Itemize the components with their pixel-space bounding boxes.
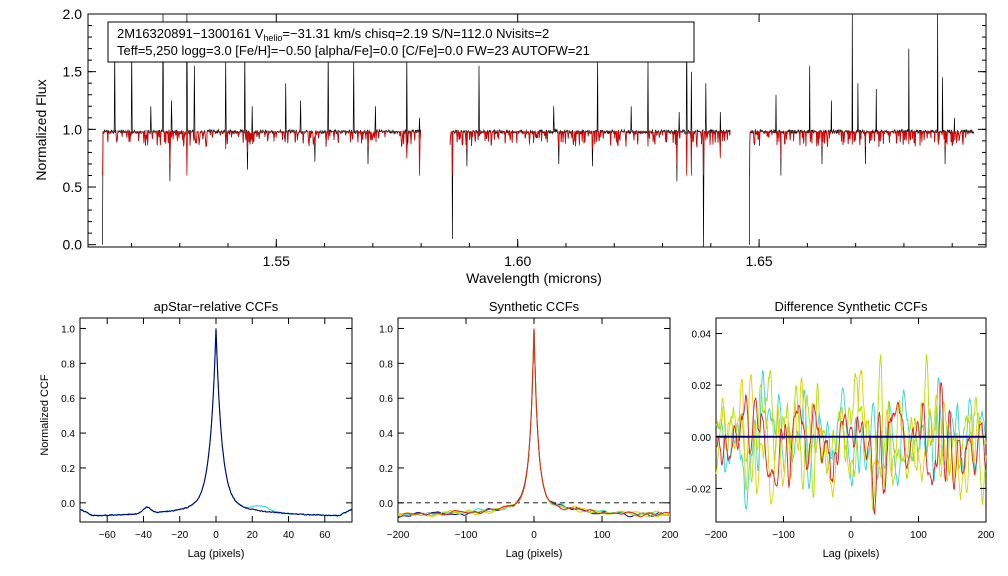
ccf1-x-tick-label: 0 (213, 530, 219, 541)
ccf2-series-line (398, 328, 671, 518)
ccf3-x-tick-label: 100 (910, 530, 927, 541)
spectrum-annotation-box (107, 21, 695, 63)
ccf1-x-tick-label: −40 (135, 530, 152, 541)
spectrum-y-tick-label: 0.0 (63, 237, 83, 253)
ccf3-y-tick-label: 0.02 (692, 381, 712, 392)
ccf-panel-difference: Difference Synthetic CCFs −200 −100 0 100 20… (686, 299, 995, 560)
spectrum-x-tick-label: 1.55 (263, 253, 290, 269)
ccf3-x-tick-label: 0 (848, 530, 854, 541)
ccf3-series (715, 354, 987, 515)
ccf3-x-axis-label: Lag (pixels) (823, 548, 880, 560)
ccf-panel-apstar: apStar−relative CCFs −60 −40 −20 0 20 40 60 0.0… (39, 299, 353, 560)
ccf2-axes: −200 −100 0 100 200 0.0 0.2 0.4 0.6 0.8 1.0 (379, 318, 679, 541)
ccf3-y-tick-label: −0.02 (686, 484, 712, 495)
spectrum-y-tick-label: 2.0 (63, 6, 83, 22)
ccf2-series-line (398, 328, 671, 518)
ccf1-x-tick-label: −60 (99, 530, 116, 541)
ccf2-x-tick-label: 200 (662, 530, 679, 541)
ccf1-x-tick-label: −20 (171, 530, 188, 541)
ccf2-y-tick-label: 0.4 (379, 429, 393, 440)
ccf1-plot-frame (79, 317, 353, 523)
ccf2-y-tick-label: 0.6 (379, 394, 393, 405)
ccf1-title: apStar−relative CCFs (154, 299, 279, 314)
ccf3-x-tick-label: −100 (772, 530, 795, 541)
spectrum-model-line (449, 130, 731, 176)
ccf3-series-line (715, 370, 987, 511)
spectrum-y-axis-label: Normalized Flux (33, 79, 49, 180)
ccf3-x-tick-label: 200 (978, 530, 995, 541)
spectrum-observed-line (449, 31, 731, 248)
ccf1-series-line (79, 328, 353, 517)
ccf1-y-tick-label: 0.2 (61, 464, 75, 475)
spectrum-series (102, 13, 975, 248)
ccf2-title: Synthetic CCFs (489, 299, 580, 314)
annotation-line-1: 2M16320891−1300161 Vhelio=−31.31 km/s ch… (117, 26, 549, 43)
ccf2-series-line (398, 328, 671, 518)
ccf1-series-line (79, 328, 353, 517)
ccf3-series-line (715, 381, 987, 515)
ccf2-y-tick-label: 0.8 (379, 359, 393, 370)
spectrum-y-tick-label: 1.5 (63, 64, 83, 80)
spectrum-axes: 1.55 1.60 1.65 0.0 0.5 1.0 1.5 2.0 (63, 6, 986, 269)
ccf2-x-tick-label: 100 (594, 530, 611, 541)
ccf1-x-axis-label: Lag (pixels) (188, 548, 245, 560)
spectrum-plot-frame (87, 13, 987, 248)
spectrum-observed-line (749, 13, 975, 245)
ccf2-x-tick-label: −100 (455, 530, 478, 541)
ccf1-y-axis-label: Normalized CCF (39, 374, 51, 456)
ccf1-x-tick-label: 60 (319, 530, 331, 541)
ccf2-x-axis-label: Lag (pixels) (506, 548, 563, 560)
ccf1-y-tick-label: 0.0 (61, 499, 75, 510)
ccf2-y-tick-label: 0.2 (379, 464, 393, 475)
ccf2-plot-frame (397, 317, 671, 523)
spectrum-model-line (102, 130, 422, 176)
ccf2-y-tick-label: 0.0 (379, 499, 393, 510)
ccf3-title: Difference Synthetic CCFs (775, 299, 928, 314)
ccf2-x-tick-label: 0 (531, 530, 537, 541)
annotation-line-2: Teff=5,250 logg=3.0 [Fe/H]=−0.50 [alpha/… (117, 43, 590, 58)
spectrum-x-tick-label: 1.60 (504, 253, 531, 269)
spectrum-panel: 1.55 1.60 1.65 0.0 0.5 1.0 1.5 2.0 2M16320891−1… (33, 6, 987, 286)
ccf3-x-tick-label: −200 (705, 530, 728, 541)
ccf3-axes: −200 −100 0 100 200 −0.02 0.00 0.02 0.04 (686, 318, 995, 541)
spectrum-y-tick-label: 0.5 (63, 179, 83, 195)
ccf2-x-tick-label: −200 (387, 530, 410, 541)
ccf3-series-line (715, 369, 987, 506)
spectrum-model-line (749, 130, 974, 176)
ccf1-y-tick-label: 0.6 (61, 394, 75, 405)
ccf3-series-line (715, 354, 987, 511)
ccf1-x-tick-label: 40 (283, 530, 295, 541)
ccf2-series-line (398, 328, 670, 517)
ccf1-axes: −60 −40 −20 0 20 40 60 0.0 0.2 0.4 0.6 0.8 1.0 (61, 318, 352, 541)
ccf1-y-tick-label: 0.8 (61, 359, 75, 370)
ccf2-series-line (398, 328, 671, 518)
ccf1-y-tick-label: 0.4 (61, 429, 75, 440)
spectrum-x-axis-label: Wavelength (microns) (466, 270, 602, 286)
ccf2-series (398, 328, 671, 518)
spectrum-x-tick-label: 1.65 (745, 253, 772, 269)
ccf1-y-tick-label: 1.0 (61, 324, 75, 335)
ccf3-y-tick-label: 0.04 (692, 329, 712, 340)
ccf1-series (79, 328, 353, 517)
ccf1-x-tick-label: 20 (247, 530, 259, 541)
spectrum-y-tick-label: 1.0 (63, 121, 83, 137)
ccf3-y-tick-label: 0.00 (692, 433, 712, 444)
ccf2-y-tick-label: 1.0 (379, 324, 393, 335)
ccf-panel-synthetic: Synthetic CCFs −200 −100 0 100 200 0.0 0.2 0.4 0… (379, 299, 679, 560)
